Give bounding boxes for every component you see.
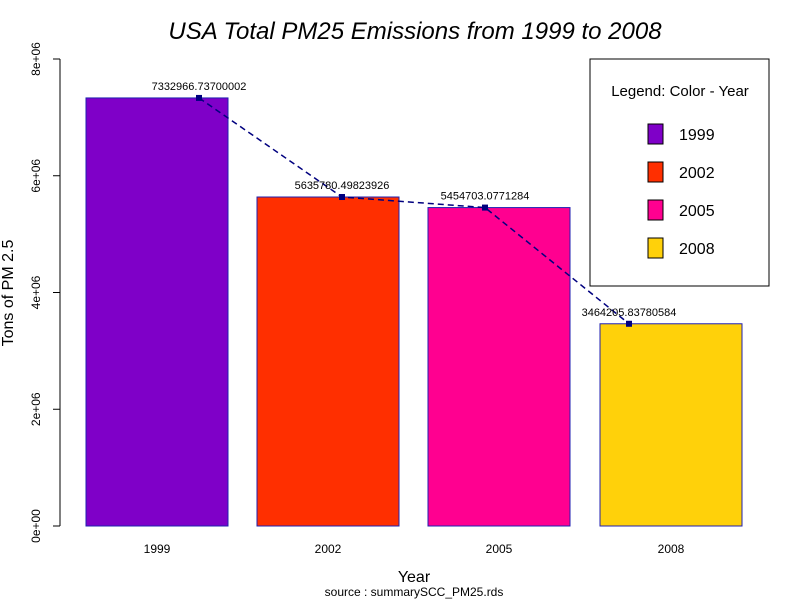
legend-label-2005: 2005	[679, 203, 715, 220]
legend-label-1999: 1999	[679, 127, 715, 144]
data-label-2002: 5635780.49823926	[295, 180, 390, 192]
bars-group	[85, 97, 743, 527]
legend-swatch-2005	[647, 199, 664, 221]
legend-label-2002: 2002	[679, 165, 715, 182]
y-axis-label: Tons of PM 2.5	[0, 240, 17, 347]
source-caption: source : summarySCC_PM25.rds	[325, 585, 504, 599]
legend-box	[589, 58, 770, 287]
chart-title: USA Total PM25 Emissions from 1999 to 20…	[168, 18, 662, 45]
y-tick-label: 8e+06	[29, 42, 43, 76]
y-axis: 0e+00 2e+06 4e+06 6e+06 8e+06	[29, 42, 61, 543]
trend-marker-2008	[626, 320, 632, 327]
x-tick-label-2005: 2005	[486, 542, 513, 556]
x-tick-label-2008: 2008	[658, 542, 685, 556]
data-label-2005: 5454703.0771284	[441, 191, 530, 203]
bar-2008	[599, 323, 743, 527]
bar-1999	[85, 97, 229, 527]
x-axis-label: Year	[398, 569, 431, 586]
y-tick-label: 2e+06	[29, 392, 43, 426]
trend-marker-2002	[339, 194, 345, 201]
data-labels-group: 7332966.73700002 5635780.49823926 5454703.…	[152, 81, 677, 319]
legend-swatch-1999	[647, 123, 664, 145]
trend-line-group	[196, 94, 632, 327]
y-tick-label: 6e+06	[29, 159, 43, 193]
legend-label-2008: 2008	[679, 241, 715, 258]
legend-swatch-2002	[647, 161, 664, 183]
x-tick-labels-group: 1999 2002 2005 2008	[144, 542, 685, 556]
x-tick-label-1999: 1999	[144, 542, 171, 556]
data-label-1999: 7332966.73700002	[152, 81, 247, 93]
y-tick-label: 4e+06	[29, 275, 43, 309]
bar-2002	[256, 196, 400, 527]
x-tick-label-2002: 2002	[315, 542, 342, 556]
legend-entries: 1999 2002 2005 2008	[647, 123, 715, 259]
legend-title: Legend: Color - Year	[611, 83, 749, 100]
trend-line	[198, 97, 630, 325]
legend: Legend: Color - Year 1999 2002 2005 2008	[589, 58, 770, 287]
trend-marker-1999	[196, 94, 202, 101]
legend-swatch-2008	[647, 237, 664, 259]
y-tick-label: 0e+00	[29, 509, 43, 543]
trend-marker-2005	[482, 204, 488, 211]
bar-2005	[427, 207, 571, 527]
data-label-2008: 3464205.83780584	[582, 307, 677, 319]
